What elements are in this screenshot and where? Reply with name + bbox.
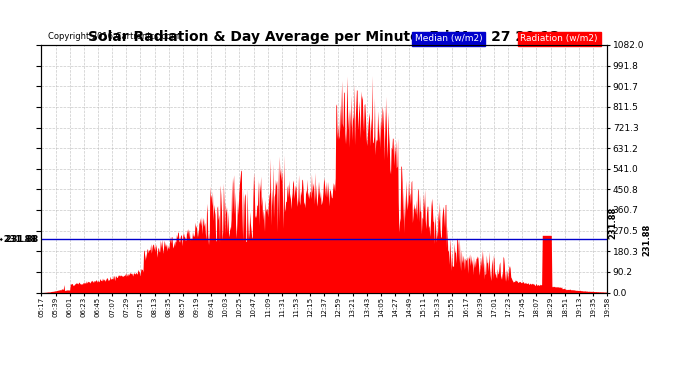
Text: Median (w/m2): Median (w/m2): [415, 34, 482, 44]
Text: → 231.88: → 231.88: [0, 235, 36, 244]
Text: → 231.88: → 231.88: [0, 235, 39, 244]
Text: 231.88: 231.88: [609, 207, 618, 240]
Text: Radiation (w/m2): Radiation (w/m2): [520, 34, 598, 44]
Text: 231.88: 231.88: [642, 224, 651, 256]
Title: Solar Radiation & Day Average per Minute  Fri May 27 20:13: Solar Radiation & Day Average per Minute…: [88, 30, 560, 44]
Text: Copyright 2016 Cartronics.com: Copyright 2016 Cartronics.com: [48, 32, 179, 41]
